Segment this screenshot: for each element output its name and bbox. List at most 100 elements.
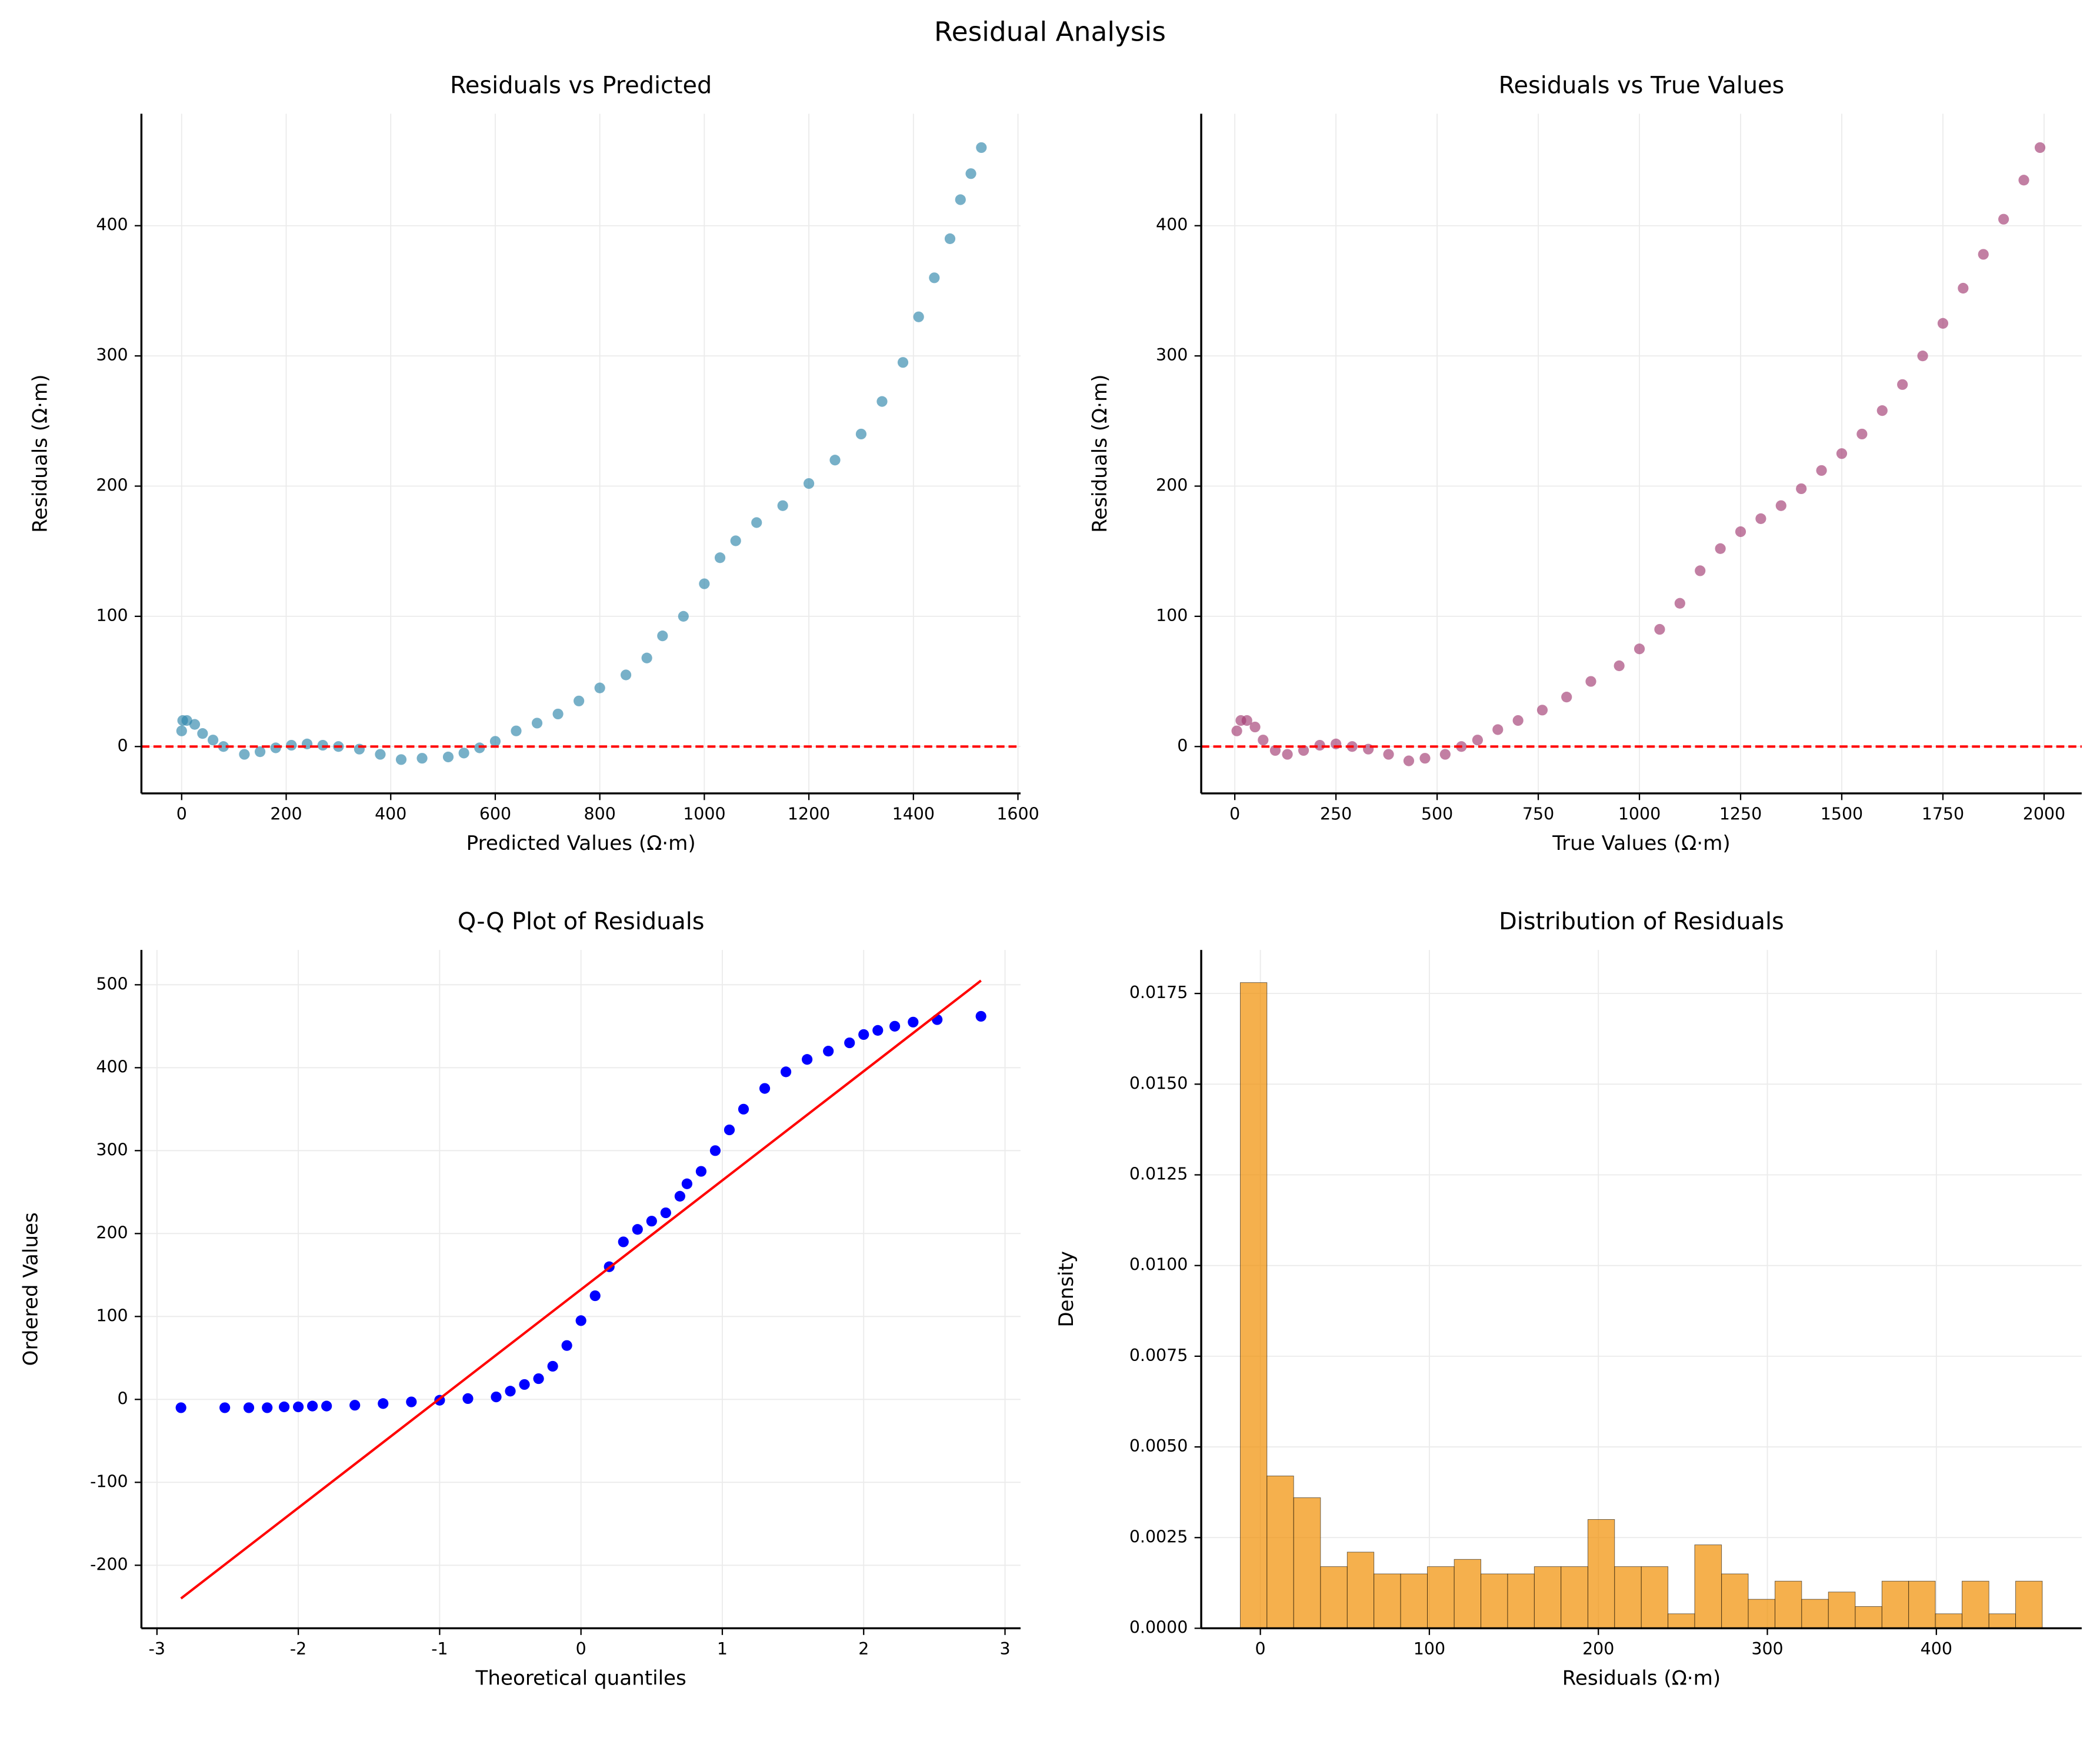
- x-tick-label: 2000: [2023, 804, 2065, 823]
- point: [1654, 623, 1665, 635]
- point: [442, 751, 454, 763]
- bar: [1507, 1573, 1535, 1629]
- bar: [1374, 1573, 1401, 1629]
- point: [1231, 725, 1242, 736]
- x-axis-label: True Values (Ω·m): [1552, 832, 1730, 855]
- point: [1978, 249, 1989, 260]
- point: [660, 1207, 671, 1219]
- y-tick-label: 300: [96, 345, 128, 365]
- x-tick-label: 3: [999, 1639, 1010, 1659]
- bar: [1881, 1580, 1909, 1629]
- point: [175, 1402, 186, 1413]
- y-tick-label: 0.0125: [1129, 1165, 1188, 1184]
- point: [594, 682, 605, 693]
- point: [286, 739, 297, 751]
- point: [829, 455, 841, 466]
- point: [1634, 643, 1645, 655]
- x-tick-label: 1200: [788, 804, 830, 823]
- y-axis-label: Ordered Values: [19, 1212, 42, 1366]
- x-tick-label: 100: [1414, 1639, 1445, 1659]
- point: [1439, 749, 1451, 760]
- x-tick-label: 0: [1255, 1639, 1266, 1659]
- x-tick-label: 200: [270, 804, 302, 823]
- subplot: 0 100 200 300 400 0.0000 0.0025 0.0050 0.0075 0.0…: [1055, 908, 2082, 1690]
- point: [674, 1190, 685, 1202]
- point: [620, 669, 632, 680]
- bar: [1988, 1613, 2016, 1629]
- point: [489, 736, 501, 747]
- point: [474, 742, 485, 753]
- y-tick-label: 0.0100: [1129, 1255, 1188, 1275]
- point: [844, 1037, 855, 1049]
- y-axis-label: Density: [1055, 1251, 1078, 1327]
- x-tick-label: 1750: [1922, 804, 1964, 823]
- point: [239, 749, 250, 760]
- point: [1715, 543, 1726, 554]
- y-tick-label: 200: [1156, 476, 1188, 495]
- point: [531, 718, 543, 729]
- point: [189, 719, 201, 730]
- point: [406, 1396, 417, 1407]
- bar: [1346, 1552, 1375, 1629]
- x-tick-label: 600: [479, 804, 511, 823]
- x-tick-label: -1: [431, 1639, 448, 1659]
- subplot-title: Residuals vs Predicted: [450, 72, 712, 99]
- x-tick-label: 200: [1582, 1639, 1614, 1659]
- point: [375, 749, 386, 760]
- point: [176, 725, 187, 736]
- y-tick-label: 400: [1156, 215, 1188, 235]
- point: [897, 357, 909, 368]
- point: [681, 1178, 692, 1189]
- point: [208, 735, 219, 746]
- point: [965, 168, 976, 179]
- bar: [1801, 1599, 1829, 1629]
- point: [1585, 676, 1596, 687]
- point: [1472, 735, 1483, 746]
- x-tick-label: -2: [290, 1639, 306, 1659]
- subplot: 0 200 400 600 800 1000 1200 1400 1600 0 100 200 300 4…: [28, 72, 1039, 855]
- y-tick-label: 0.0150: [1129, 1073, 1188, 1093]
- bar: [1614, 1566, 1642, 1629]
- point: [574, 695, 585, 706]
- subplot: 0 250 500 750 1000 1250 1500 1750 2000 0 100 200 300…: [1088, 72, 2082, 855]
- x-tick-label: 1400: [892, 804, 935, 823]
- point: [646, 1216, 657, 1227]
- point: [575, 1315, 586, 1326]
- x-tick-label: 2: [858, 1639, 869, 1659]
- subplot-title: Q-Q Plot of Residuals: [458, 908, 705, 935]
- point: [777, 500, 788, 511]
- point: [1917, 351, 1928, 362]
- point: [724, 1124, 735, 1136]
- point: [1249, 721, 1261, 733]
- point: [738, 1103, 749, 1115]
- point: [1269, 745, 1281, 756]
- point: [699, 578, 710, 589]
- bar: [1641, 1566, 1669, 1629]
- point: [278, 1401, 290, 1413]
- y-tick-label: 100: [96, 1306, 128, 1325]
- bar: [1962, 1580, 1989, 1629]
- y-tick-label: 0: [118, 1389, 128, 1408]
- point: [395, 754, 407, 765]
- bar: [1293, 1497, 1321, 1629]
- y-tick-label: 200: [96, 1223, 128, 1242]
- bar: [1320, 1566, 1348, 1629]
- bar: [1748, 1599, 1775, 1629]
- point: [714, 552, 726, 563]
- x-tick-label: 400: [375, 804, 406, 823]
- point: [317, 739, 328, 751]
- y-tick-label: 0: [118, 736, 128, 755]
- bar: [1266, 1475, 1294, 1629]
- point: [1614, 660, 1625, 672]
- point: [1735, 526, 1746, 538]
- y-tick-label: 200: [96, 476, 128, 495]
- point: [519, 1379, 530, 1390]
- x-tick-label: 250: [1320, 804, 1352, 823]
- x-tick-label: 1250: [1719, 804, 1762, 823]
- x-tick-label: 0: [576, 1639, 586, 1659]
- point: [929, 272, 940, 283]
- point: [1561, 692, 1572, 703]
- point: [416, 753, 428, 764]
